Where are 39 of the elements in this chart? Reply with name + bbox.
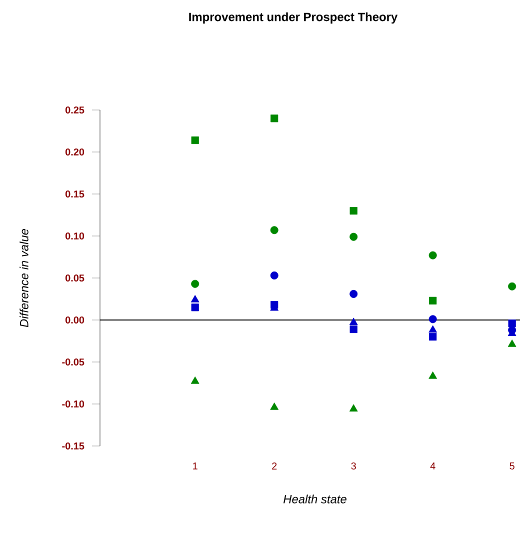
y-tick-label: 0.05 [65,274,84,282]
point [350,290,358,298]
point [270,402,279,410]
point [428,315,437,324]
y-tick-label: 0.20 [65,148,84,156]
x-tick-label: 5 [510,462,514,470]
point [350,206,358,215]
point [270,271,278,280]
point [191,280,200,288]
x-tick-label: 4 [430,462,436,470]
y-tick-label: -0.05 [62,358,84,366]
point [428,371,438,379]
x-tick-label: 1 [193,462,198,470]
point [350,232,358,241]
y-tick-label: 0.25 [65,106,84,114]
y-tick-label: 0.10 [65,232,84,240]
point [270,114,278,122]
chart-title: Improvement under Prospect Theory [189,12,398,24]
y-tick-label: 0.00 [65,316,84,324]
point [270,226,278,234]
point [429,296,437,304]
point [428,251,437,260]
y-tick-label: 0.15 [65,190,84,198]
point [508,320,516,328]
point [190,295,200,302]
point [429,332,437,341]
x-tick-label: 2 [272,462,277,470]
point [349,318,358,326]
x-axis-title: Health state [283,494,346,504]
point [191,304,199,312]
y-axis-title: Difference in value [20,228,28,328]
point [191,136,199,144]
x-tick-label: 3 [351,462,356,470]
point [428,325,438,333]
point [349,404,358,412]
point [190,376,200,384]
y-tick-label: -0.10 [62,400,84,408]
point [350,325,358,334]
y-tick-label: -0.15 [62,442,84,450]
